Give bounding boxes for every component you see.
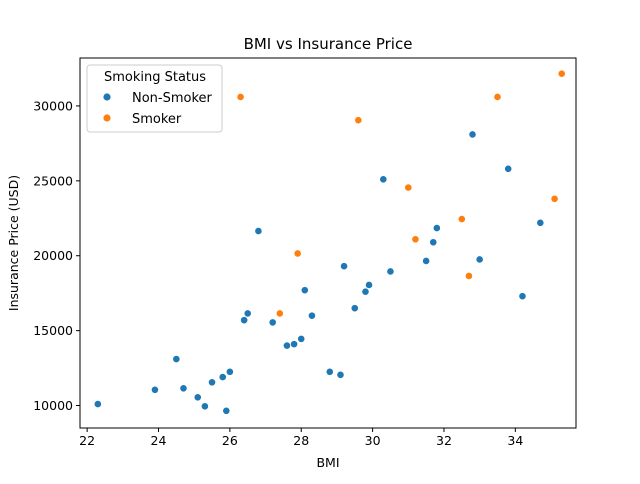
data-point-non-smoker [365, 281, 373, 289]
legend-marker-non-smoker [103, 93, 111, 101]
data-point-non-smoker [361, 287, 370, 296]
data-point-smoker [457, 215, 466, 223]
data-point-smoker [493, 93, 502, 101]
data-point-non-smoker [379, 175, 388, 184]
data-point-non-smoker [283, 341, 291, 350]
data-point-non-smoker [151, 385, 159, 394]
data-point-non-smoker [193, 393, 202, 402]
data-point-non-smoker [243, 309, 252, 318]
data-point-non-smoker [468, 130, 477, 139]
data-point-smoker [354, 116, 363, 125]
y-axis: 10000 15000 20000 25000 30000 [33, 98, 80, 413]
plot-area [79, 57, 577, 429]
data-point-smoker [275, 309, 284, 318]
data-point-non-smoker [172, 355, 181, 363]
data-point-smoker [557, 69, 566, 78]
plot-frame [79, 57, 577, 429]
data-point-non-smoker [475, 255, 484, 264]
data-point-non-smoker [208, 378, 216, 387]
data-point-non-smoker [325, 367, 334, 376]
points-layer [93, 69, 566, 415]
data-point-non-smoker [536, 218, 545, 227]
data-point-non-smoker [240, 316, 249, 325]
data-point-non-smoker [200, 402, 209, 411]
x-tick-label: 34 [507, 433, 523, 448]
x-tick-label: 26 [222, 433, 238, 448]
legend-label-smoker: Smoker [132, 112, 182, 127]
x-axis-label: BMI [316, 455, 339, 470]
x-axis: 22 24 26 28 30 32 34 [79, 428, 523, 448]
x-tick-label: 32 [436, 433, 452, 448]
data-point-non-smoker [268, 318, 277, 327]
data-point-non-smoker [290, 340, 299, 349]
x-tick-label: 30 [365, 433, 381, 448]
data-point-smoker [465, 272, 473, 280]
data-point-non-smoker [254, 227, 263, 235]
y-axis-label: Insurance Price (USD) [6, 175, 21, 311]
chart-title: BMI vs Insurance Price [244, 35, 413, 53]
x-tick-label: 24 [151, 433, 167, 448]
x-tick-label: 22 [79, 433, 95, 448]
data-point-smoker [236, 93, 245, 101]
y-tick-label: 30000 [33, 98, 73, 113]
data-point-non-smoker [308, 311, 316, 320]
data-point-smoker [293, 249, 302, 258]
data-point-non-smoker [518, 292, 527, 301]
y-tick-label: 10000 [33, 398, 73, 413]
data-point-non-smoker [93, 400, 102, 408]
data-point-non-smoker [297, 334, 306, 343]
legend-label-non-smoker: Non-Smoker [132, 91, 213, 106]
data-point-smoker [404, 183, 413, 192]
y-tick-label: 20000 [33, 248, 73, 263]
data-point-non-smoker [218, 373, 227, 381]
data-point-non-smoker [340, 262, 348, 271]
data-point-smoker [550, 194, 559, 203]
data-point-non-smoker [429, 238, 438, 247]
y-tick-label: 15000 [33, 323, 73, 338]
data-point-non-smoker [300, 286, 309, 295]
data-point-non-smoker [422, 257, 431, 265]
legend: Smoking Status Non-Smoker Smoker [86, 64, 223, 133]
data-point-non-smoker [222, 406, 231, 415]
data-point-smoker [411, 235, 420, 244]
y-tick-label: 25000 [33, 173, 73, 188]
data-point-non-smoker [432, 224, 441, 232]
x-tick-label: 28 [293, 433, 309, 448]
data-point-non-smoker [386, 267, 395, 276]
legend-marker-smoker [103, 114, 111, 122]
data-point-non-smoker [350, 304, 359, 313]
legend-title: Smoking Status [104, 70, 206, 85]
legend-box [86, 64, 223, 133]
data-point-non-smoker [179, 384, 188, 393]
data-point-non-smoker [504, 164, 513, 173]
data-point-non-smoker [336, 370, 345, 379]
data-point-non-smoker [225, 367, 234, 376]
